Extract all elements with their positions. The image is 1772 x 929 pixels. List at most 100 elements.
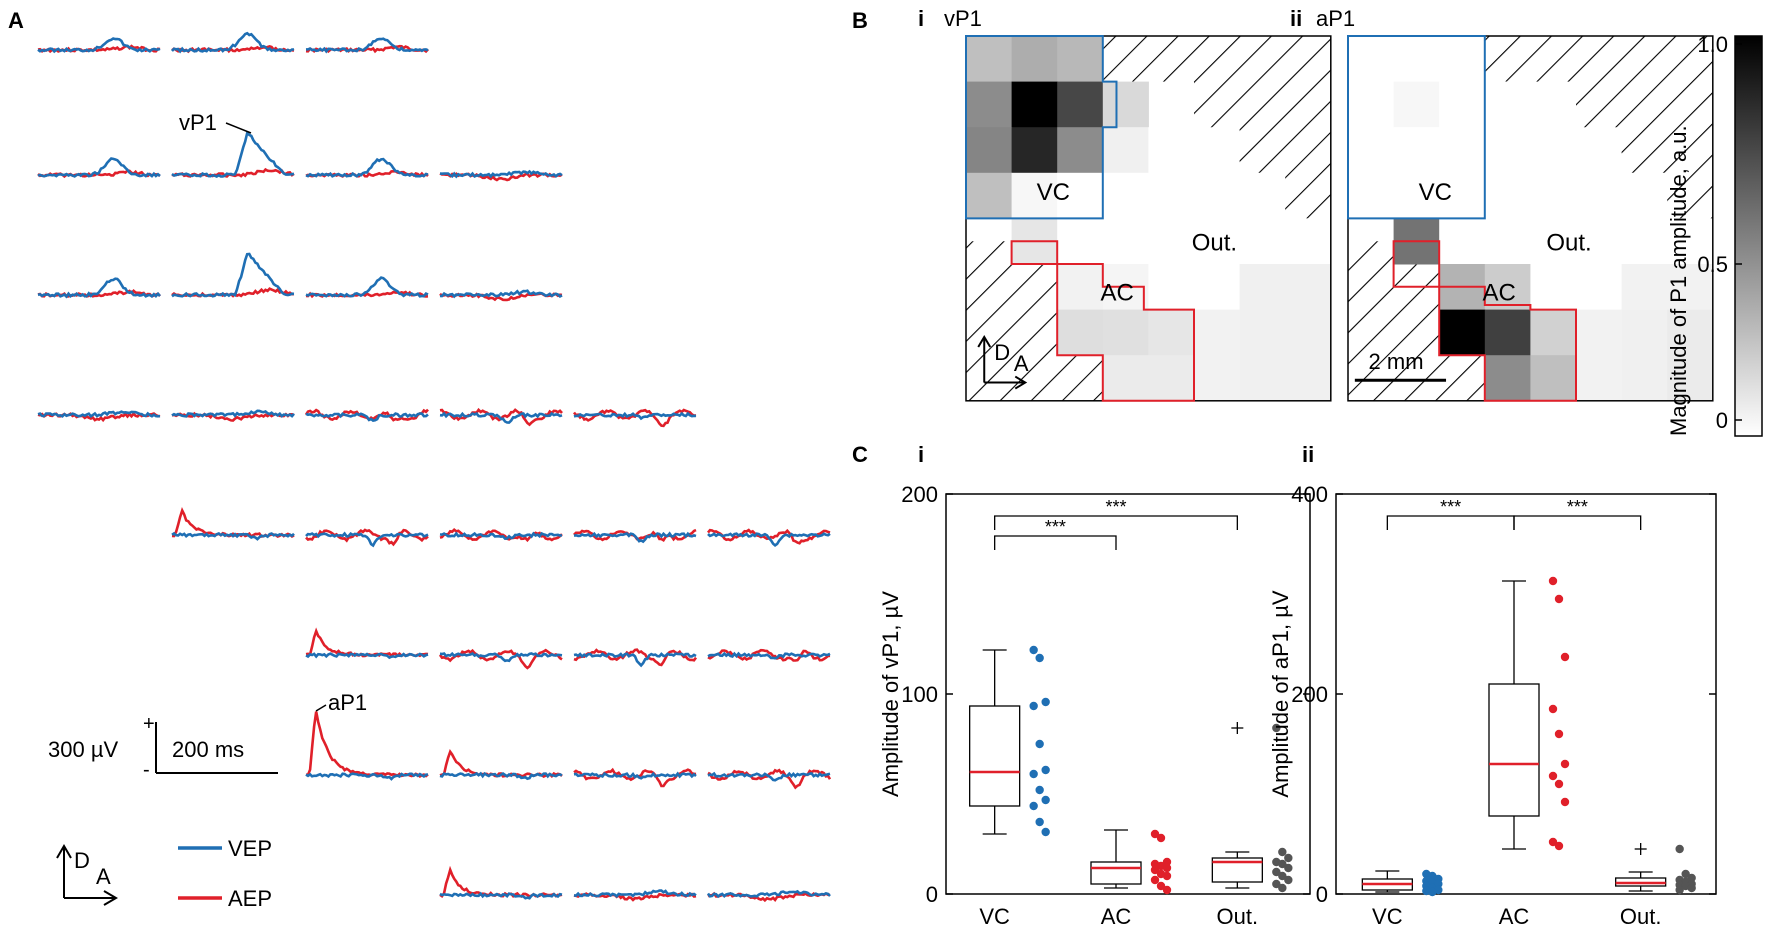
data-point <box>1156 881 1166 891</box>
vep-trace <box>707 651 831 660</box>
map-ii-ac-label: AC <box>1483 279 1516 306</box>
map-cell <box>1530 309 1577 356</box>
legend-vep-label: VEP <box>228 836 272 861</box>
colorbar-ticks: 1.0 0.5 0 <box>1697 32 1742 433</box>
map-cell <box>1439 81 1486 128</box>
data-point <box>1548 771 1558 781</box>
data-point <box>1687 883 1696 893</box>
axis-a-label: A <box>96 864 111 889</box>
vep-trace <box>171 31 294 54</box>
colorbar <box>1734 35 1763 437</box>
x-tick-label: AC <box>1499 904 1530 929</box>
map-cell <box>1194 309 1241 356</box>
map-cell <box>1439 172 1486 219</box>
map-cell <box>1439 218 1486 265</box>
aep-trace <box>171 507 295 539</box>
vep-trace <box>439 891 563 900</box>
data-point <box>1162 871 1172 881</box>
map-cell <box>1148 309 1195 356</box>
data-point <box>1548 837 1558 847</box>
map-cell <box>1348 36 1395 83</box>
data-point <box>1687 873 1696 883</box>
map-cell <box>1484 172 1531 219</box>
map-cell <box>1530 264 1577 311</box>
data-point <box>1681 869 1690 879</box>
x-tick-label: VC <box>979 904 1010 929</box>
data-point <box>1035 785 1044 795</box>
aep-trace <box>305 627 429 658</box>
colorbar-tick-label: 0.5 <box>1697 252 1728 277</box>
data-point <box>1560 759 1570 769</box>
map-cell <box>1667 309 1714 356</box>
x-tick-label: Out. <box>1620 904 1662 929</box>
aep-trace <box>305 711 429 778</box>
ap1-boxplot: 0 200 400 Amplitude of aP1, µV VC AC Out. *** **… <box>1268 482 1717 929</box>
vep-trace <box>706 889 831 899</box>
scale-time: 200 ms <box>172 737 244 762</box>
panel-b-i: i <box>918 6 924 31</box>
vep-trace <box>37 277 161 299</box>
ap1-annotation: aP1 <box>328 690 367 715</box>
map-cell <box>1011 81 1058 128</box>
colorbar-label: Magnitude of P1 amplitude, a.u. <box>1666 125 1691 436</box>
box <box>969 705 1021 807</box>
data-point <box>1041 697 1050 707</box>
y-axis-label: Amplitude of vP1, µV <box>878 591 903 797</box>
box <box>1090 861 1142 885</box>
map-cell <box>1621 355 1668 402</box>
data-point <box>1548 704 1558 714</box>
map-i-title: vP1 <box>944 6 982 31</box>
map-cell <box>1530 127 1577 174</box>
map-cell <box>1348 127 1395 174</box>
map-axis-a-label: A <box>1014 351 1029 376</box>
data-point <box>1272 867 1281 877</box>
ac-outline <box>1056 263 1195 402</box>
vp1-boxplot: 0 100 200 Amplitude of vP1, µV VC AC Out. *** **… <box>878 482 1311 929</box>
data-point <box>1041 795 1050 805</box>
data-point <box>1156 833 1166 843</box>
vc-outline <box>965 35 1118 220</box>
map-ii-title: aP1 <box>1316 6 1355 31</box>
map-i-ac-label: AC <box>1101 279 1134 306</box>
map-cell <box>1576 309 1623 356</box>
map-cell <box>1484 264 1531 311</box>
map-i-out-label: Out. <box>1192 229 1237 256</box>
panel-a-letter: A <box>8 8 24 33</box>
map-cell <box>1621 309 1668 356</box>
map-cell <box>1667 355 1714 402</box>
vep-trace <box>305 772 429 781</box>
significance-label: *** <box>1045 517 1066 537</box>
map-cell <box>1057 218 1104 265</box>
data-point <box>1675 885 1684 895</box>
map-cell <box>1439 127 1486 174</box>
aep-trace <box>439 527 563 543</box>
vep-trace <box>305 157 429 178</box>
significance-label: *** <box>1105 497 1126 517</box>
data-point <box>1150 865 1160 875</box>
map-cell <box>1102 355 1149 402</box>
panel-b-letter: B <box>852 8 868 33</box>
map-cell <box>1239 264 1286 311</box>
data-point <box>1029 769 1038 779</box>
vep-trace <box>439 651 563 663</box>
map-cell <box>1285 309 1332 356</box>
data-point <box>1041 765 1050 775</box>
map-cell <box>1148 218 1195 265</box>
map-cell <box>1576 264 1623 311</box>
panel-c-ii: ii <box>1302 442 1314 467</box>
significance-bracket <box>1386 515 1515 530</box>
vep-trace <box>171 130 295 178</box>
map-cell <box>1239 355 1286 402</box>
hatched-region <box>1484 36 1713 219</box>
ac-outline <box>1438 285 1577 402</box>
colorbar-tick-label: 0 <box>1716 408 1728 433</box>
ap1-amplitude-map: VC AC Out. 2 mm <box>1347 35 1714 402</box>
vep-trace <box>305 652 429 660</box>
map-cell <box>1102 127 1149 174</box>
map-cell <box>966 81 1013 128</box>
data-point <box>1035 653 1044 663</box>
data-point <box>1035 817 1044 827</box>
map-cell <box>966 127 1013 174</box>
map-cell <box>1011 172 1058 219</box>
vep-trace <box>707 771 831 782</box>
